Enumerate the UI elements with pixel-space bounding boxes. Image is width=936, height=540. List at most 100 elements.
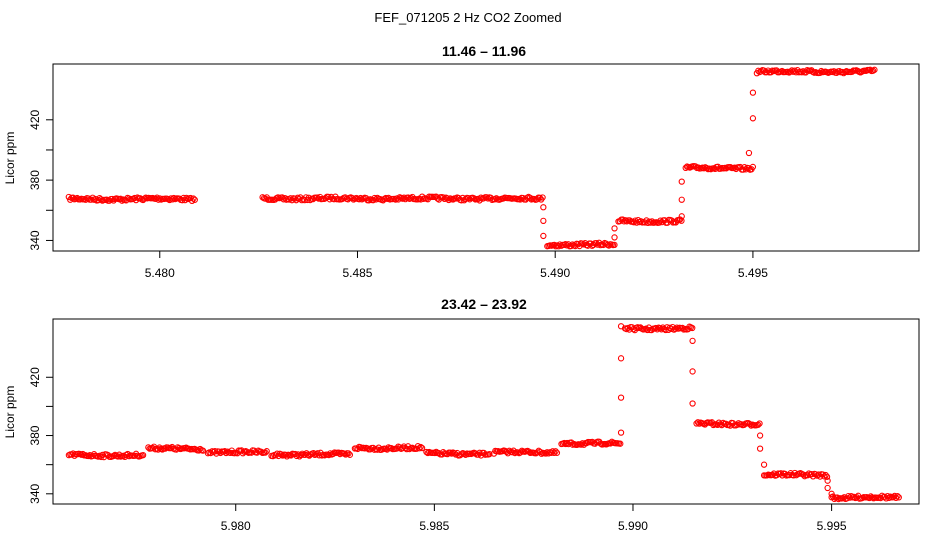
data-point	[550, 449, 558, 457]
transition-point	[689, 400, 696, 407]
data-point	[139, 451, 147, 459]
transition-point	[617, 355, 625, 362]
transition-point	[617, 429, 625, 436]
data-point	[800, 471, 807, 478]
data-point	[118, 197, 126, 204]
transition-point	[540, 232, 547, 240]
data-point	[262, 195, 269, 202]
transition-point	[756, 432, 764, 439]
data-point	[418, 444, 426, 452]
panel-top-x-axis: 5.480 5.485 5.490 5.495	[145, 250, 768, 280]
transition-point	[611, 234, 618, 241]
data-point	[658, 326, 665, 333]
x-tick-label: 5.995	[817, 519, 847, 533]
data-point	[183, 194, 190, 202]
x-tick-label: 5.980	[221, 519, 251, 533]
data-point	[654, 326, 661, 333]
data-point	[894, 492, 901, 500]
data-point	[884, 492, 891, 500]
data-point	[804, 472, 811, 479]
data-point	[167, 444, 174, 452]
panel-bottom-x-axis: 5.980 5.985 5.990 5.995	[221, 503, 847, 533]
data-point	[763, 69, 770, 76]
data-point	[818, 67, 825, 75]
transition-point	[617, 323, 625, 330]
data-point	[365, 197, 373, 204]
transition-point	[611, 225, 618, 232]
transition-point	[540, 217, 547, 224]
transition-point	[760, 461, 768, 468]
data-point	[525, 448, 533, 455]
data-point	[749, 163, 757, 171]
panel-top-ylabel: Licor ppm	[3, 132, 17, 185]
data-point	[345, 450, 352, 457]
data-point	[431, 449, 438, 457]
data-point	[668, 325, 675, 332]
data-point	[483, 194, 490, 201]
data-point	[399, 444, 406, 452]
transition-point	[689, 368, 696, 375]
data-point	[816, 69, 824, 76]
y-tick-label: 420	[28, 109, 42, 129]
figure-title: FEF_071205 2 Hz CO2 Zoomed	[374, 10, 561, 25]
data-point	[620, 218, 628, 225]
data-point	[745, 165, 752, 172]
panel-top: 11.46 – 11.96 5.480 5.485 5.490 5.495 340 38…	[3, 43, 920, 280]
data-point	[462, 195, 469, 203]
data-point	[293, 452, 300, 460]
data-point	[553, 449, 561, 456]
y-tick-label: 380	[28, 170, 42, 190]
data-point	[562, 440, 569, 448]
panel-top-points	[65, 66, 878, 250]
data-point	[892, 494, 900, 502]
data-point	[85, 195, 92, 202]
data-point	[642, 325, 650, 332]
data-point	[814, 472, 821, 479]
transition-point	[540, 204, 547, 211]
data-point	[536, 194, 543, 201]
transition-point	[824, 484, 831, 492]
panel-top-title: 11.46 – 11.96	[442, 43, 526, 59]
data-point	[657, 217, 664, 224]
data-point	[689, 324, 696, 332]
transition-point	[749, 115, 757, 122]
data-point	[822, 471, 829, 479]
data-point	[486, 450, 493, 458]
data-point	[297, 451, 305, 459]
transition-point	[745, 149, 753, 157]
transition-point	[678, 178, 685, 185]
data-point	[682, 164, 689, 171]
x-tick-label: 5.990	[618, 519, 648, 533]
data-point	[356, 196, 363, 203]
data-point	[96, 452, 103, 459]
data-point	[262, 449, 269, 456]
panel-bottom-ylabel: Licor ppm	[3, 386, 17, 439]
data-point	[346, 451, 354, 458]
data-point	[567, 242, 575, 250]
x-tick-label: 5.985	[419, 519, 449, 533]
data-point	[407, 194, 415, 202]
data-point	[191, 196, 198, 203]
data-point	[278, 451, 285, 458]
data-point	[313, 451, 320, 458]
data-point	[746, 420, 753, 428]
data-point	[694, 419, 702, 426]
data-point	[517, 449, 524, 456]
data-point	[299, 450, 306, 457]
data-point	[769, 471, 776, 478]
panel-bottom-title: 23.42 – 23.92	[441, 296, 527, 312]
panel-bottom-points	[65, 323, 902, 503]
x-tick-label: 5.490	[540, 266, 570, 280]
data-point	[656, 325, 664, 332]
transition-point	[689, 337, 696, 344]
data-point	[291, 195, 298, 202]
data-point	[325, 451, 333, 459]
data-point	[622, 217, 629, 224]
data-point	[445, 196, 452, 204]
data-point	[850, 493, 858, 501]
data-point	[895, 494, 902, 501]
data-point	[821, 473, 828, 480]
transition-point	[678, 196, 685, 203]
data-point	[195, 447, 202, 454]
data-point	[371, 194, 378, 202]
